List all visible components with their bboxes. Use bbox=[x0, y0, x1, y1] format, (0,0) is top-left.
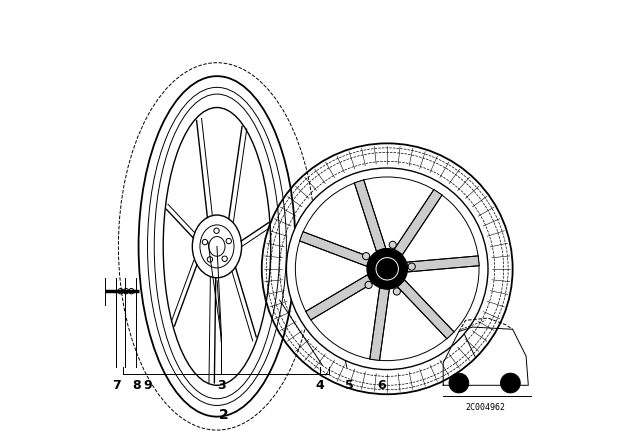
Text: 3: 3 bbox=[217, 379, 226, 392]
Text: 7: 7 bbox=[112, 379, 120, 392]
Polygon shape bbox=[300, 232, 370, 266]
Circle shape bbox=[367, 249, 408, 289]
Text: 5: 5 bbox=[345, 379, 353, 392]
Polygon shape bbox=[397, 280, 454, 339]
Circle shape bbox=[362, 253, 370, 260]
Polygon shape bbox=[355, 180, 386, 251]
Text: 4: 4 bbox=[316, 379, 324, 392]
Circle shape bbox=[500, 373, 520, 393]
Text: 1: 1 bbox=[412, 226, 420, 240]
Ellipse shape bbox=[367, 302, 385, 326]
Circle shape bbox=[408, 263, 415, 270]
Text: 6: 6 bbox=[378, 379, 386, 392]
Circle shape bbox=[449, 373, 468, 393]
Text: 2: 2 bbox=[219, 408, 228, 422]
Polygon shape bbox=[370, 288, 389, 361]
Text: 2C004962: 2C004962 bbox=[466, 403, 506, 412]
Text: 8: 8 bbox=[132, 379, 141, 392]
Polygon shape bbox=[394, 190, 442, 255]
Circle shape bbox=[393, 288, 401, 295]
Text: 9: 9 bbox=[143, 379, 152, 392]
Circle shape bbox=[389, 241, 396, 248]
Polygon shape bbox=[407, 256, 479, 272]
Circle shape bbox=[287, 168, 488, 370]
Circle shape bbox=[365, 281, 372, 289]
Circle shape bbox=[376, 258, 398, 280]
Polygon shape bbox=[306, 275, 372, 320]
